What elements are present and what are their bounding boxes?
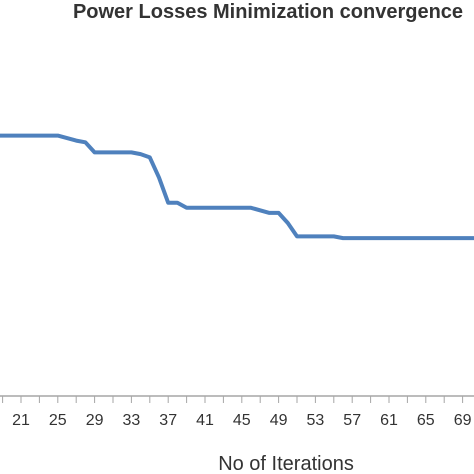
x-tick-label: 57 — [343, 412, 361, 429]
chart-title: Power Losses Minimization convergence — [73, 1, 463, 23]
x-tick-label-group: 21 25 29 33 37 41 45 49 53 57 61 65 69 — [12, 412, 471, 429]
x-tick-label: 61 — [380, 412, 398, 429]
x-tick-label: 53 — [307, 412, 325, 429]
x-tick-label: 37 — [159, 412, 177, 429]
x-tick-label: 29 — [86, 412, 104, 429]
x-tick-label: 69 — [454, 412, 472, 429]
x-axis-label: No of Iterations — [218, 453, 354, 474]
x-tick-label: 65 — [417, 412, 435, 429]
series-line — [0, 133, 474, 241]
x-tick-label: 49 — [270, 412, 288, 429]
x-tick-group — [2, 396, 464, 403]
x-tick-label: 45 — [233, 412, 251, 429]
x-tick-label: 33 — [123, 412, 141, 429]
x-tick-label: 41 — [196, 412, 214, 429]
x-tick-label: 25 — [49, 412, 67, 429]
x-tick-label: 21 — [12, 412, 30, 429]
